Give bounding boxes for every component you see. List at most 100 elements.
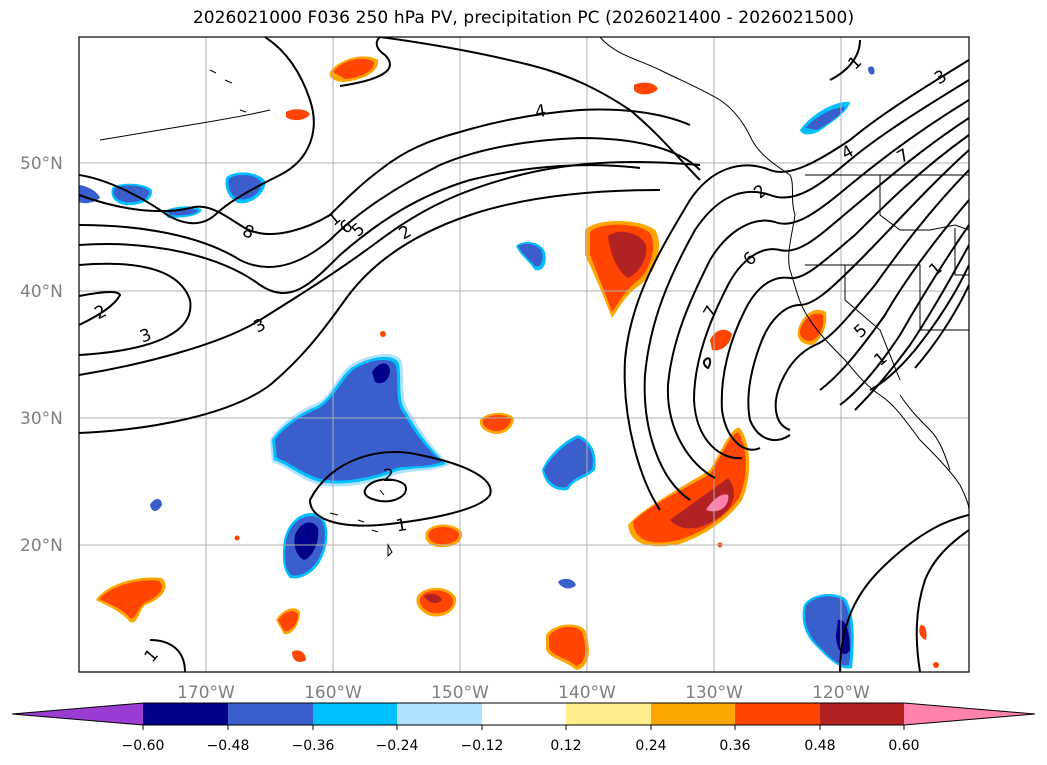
precip-negative-blob <box>544 438 593 488</box>
pv-contour-line <box>643 79 969 501</box>
precip-negative-blob <box>275 360 442 481</box>
colorbar-tick-label: −0.48 <box>207 738 250 754</box>
lon-label: 160°W <box>304 683 362 703</box>
precip-positive-dot <box>234 535 240 541</box>
pv-contour-line <box>79 37 315 225</box>
colorbar-segment <box>313 703 397 725</box>
precip-positive-small <box>278 611 298 632</box>
map-title: 2026021000 F036 250 hPa PV, precipitatio… <box>192 8 855 28</box>
precip-positive-small <box>428 526 460 545</box>
latitude-labels: 50°N 40°N 30°N 20°N <box>20 154 63 556</box>
colorbar-tick-label: 0.24 <box>635 738 666 754</box>
colorbar-segment <box>228 703 313 725</box>
pv-contour-line <box>79 262 192 356</box>
lat-label: 30°N <box>20 409 63 429</box>
pv-contour-line <box>720 134 969 451</box>
pv-contour-line <box>839 514 969 672</box>
precip-positive-dot <box>380 331 386 337</box>
pv-contour-line <box>339 37 391 87</box>
colorbar-tick-label: −0.12 <box>461 738 504 754</box>
pv-contours <box>79 37 969 672</box>
colorbar: −0.60 −0.48 −0.36 −0.24 −0.12 0.12 0.24 … <box>11 702 1036 754</box>
precip-positive-small <box>634 82 658 95</box>
pv-contour-line <box>747 149 969 441</box>
colorbar-segment <box>820 703 904 725</box>
pv-contour-line <box>363 478 407 503</box>
precip-positive-band <box>670 478 734 529</box>
pv-contour-line <box>379 37 701 181</box>
colorbar-tick-label: 0.36 <box>719 738 750 754</box>
pv-contour-line <box>915 529 969 672</box>
pv-contour-line <box>79 136 701 268</box>
pv-contour-line <box>829 39 861 81</box>
contour-label: 1 <box>394 515 408 537</box>
colorbar-segment <box>482 703 566 725</box>
precip-negative-blob <box>868 66 875 75</box>
precip-positive-small <box>710 329 732 351</box>
colorbar-segment <box>143 703 228 725</box>
colorbar-max-extend <box>904 703 1035 725</box>
precip-negative-blob <box>805 107 845 130</box>
contour-label: 2 <box>383 466 394 486</box>
pv-contour-line <box>819 199 969 391</box>
longitude-labels: 170°W 160°W 150°W 140°W 130°W 120°W <box>177 683 870 703</box>
pv-contour-line <box>79 161 701 376</box>
precip-shading <box>79 56 939 670</box>
precip-positive-small <box>286 109 310 121</box>
lat-label: 50°N <box>20 154 63 174</box>
precip-negative-blob <box>558 578 576 589</box>
colorbar-segment <box>397 703 482 725</box>
lon-label: 120°W <box>812 683 870 703</box>
pv-contour-line <box>703 357 712 370</box>
pv-contour-line <box>914 284 969 369</box>
colorbar-segment <box>651 703 735 725</box>
precip-positive-small <box>919 624 927 640</box>
lon-label: 170°W <box>177 683 235 703</box>
pv-contour-line <box>79 189 661 434</box>
pv-contour-line <box>774 169 969 431</box>
colorbar-tick-label: −0.24 <box>376 738 419 754</box>
pv-contour-line <box>839 224 969 406</box>
pv-contour-line <box>79 291 122 326</box>
contour-label: 4 <box>534 101 548 123</box>
precip-positive-small <box>292 650 306 662</box>
gridlines <box>79 37 969 672</box>
precip-positive-small <box>799 313 824 341</box>
precip-positive-dot <box>933 662 939 668</box>
plot-area <box>79 37 969 672</box>
precip-positive-blob <box>608 231 647 278</box>
precip-positive-small <box>333 58 375 79</box>
precip-negative-blob <box>150 499 162 512</box>
lat-label: 20°N <box>20 536 63 556</box>
colorbar-tick-label: −0.60 <box>122 738 165 754</box>
pv-contour-line <box>308 451 492 527</box>
colorbar-tick-label: −0.36 <box>292 738 335 754</box>
lon-label: 150°W <box>431 683 489 703</box>
pv-contour-line <box>149 639 186 672</box>
precip-negative-blob <box>228 174 262 200</box>
precip-positive-band <box>706 494 729 512</box>
precip-negative-blob <box>79 185 100 204</box>
precip-positive-small <box>549 626 586 666</box>
precip-positive-small <box>99 580 162 619</box>
pv-contour-line <box>869 264 969 391</box>
precip-negative-blob <box>294 522 319 560</box>
lon-label: 130°W <box>685 683 743 703</box>
precip-positive-small <box>482 414 511 432</box>
precip-positive-small <box>424 593 442 604</box>
pv-contour-line <box>854 244 969 411</box>
colorbar-tick-label: 0.48 <box>804 738 835 754</box>
pv-contour-line <box>666 99 969 479</box>
colorbar-segment <box>566 703 651 725</box>
precip-negative-blob <box>518 243 543 267</box>
colorbar-tick-label: 0.60 <box>888 738 919 754</box>
plot-frame <box>78 36 970 673</box>
pv-contour-line <box>79 164 641 295</box>
pv-contour-line <box>692 117 969 460</box>
colorbar-min-extend <box>12 703 143 725</box>
precip-negative-blob <box>372 363 390 384</box>
lon-label: 140°W <box>558 683 616 703</box>
colorbar-tick-label: 0.12 <box>550 738 581 754</box>
pv-contour-line <box>79 108 691 235</box>
